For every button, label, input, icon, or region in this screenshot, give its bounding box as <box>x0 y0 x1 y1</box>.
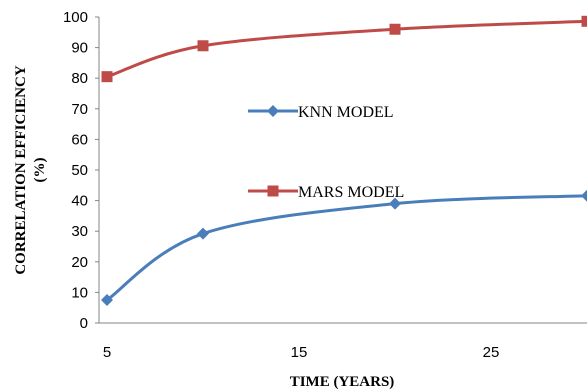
y-tick-label: 30 <box>71 223 88 240</box>
legend-label-mars: MARS MODEL <box>298 184 404 201</box>
x-tick-labels: 5 15 25 <box>103 344 500 361</box>
y-tick-label: 90 <box>71 40 88 57</box>
knn-series-line <box>106 194 587 302</box>
y-tick-label: 80 <box>71 70 88 87</box>
series-lines <box>106 19 587 302</box>
y-tick-label: 50 <box>71 162 88 179</box>
mars-data-point <box>101 71 113 83</box>
mars-series-line <box>106 19 587 79</box>
y-tick-label: 10 <box>71 284 88 301</box>
legend-item-mars: MARS MODEL <box>248 184 404 201</box>
legend-item-knn: KNN MODEL <box>248 104 394 121</box>
knn-data-point <box>581 189 587 202</box>
y-axis-title-line1: CORRELATION EFFICIENCY <box>13 65 29 274</box>
y-tick-label: 70 <box>71 101 88 118</box>
x-tick-label: 15 <box>291 344 308 361</box>
series-markers <box>101 15 587 307</box>
legend-marker-knn <box>267 105 279 117</box>
mars-data-point <box>197 40 209 52</box>
y-tick-label: 100 <box>63 9 88 26</box>
legend-marker-mars <box>267 185 279 197</box>
knn-data-point <box>197 227 209 240</box>
y-tick-label: 0 <box>80 315 88 332</box>
y-tick-label: 60 <box>71 131 88 148</box>
x-tick-label: 5 <box>103 344 111 361</box>
y-tick-labels: 0 10 20 30 40 50 60 70 80 90 100 <box>63 9 99 332</box>
mars-data-point <box>389 23 401 35</box>
y-axis-title: CORRELATION EFFICIENCY (%) <box>13 65 48 274</box>
x-axis-title: TIME (YEARS) <box>290 374 395 390</box>
y-tick-label: 40 <box>71 193 88 210</box>
knn-data-point <box>389 197 401 210</box>
knn-data-point <box>101 294 113 307</box>
mars-data-point <box>581 15 587 27</box>
y-tick-label: 20 <box>71 254 88 271</box>
y-axis-title-line2: (%) <box>32 158 48 183</box>
legend-label-knn: KNN MODEL <box>298 104 394 121</box>
legend: KNN MODEL MARS MODEL <box>248 104 404 201</box>
x-tick-label: 25 <box>483 344 500 361</box>
